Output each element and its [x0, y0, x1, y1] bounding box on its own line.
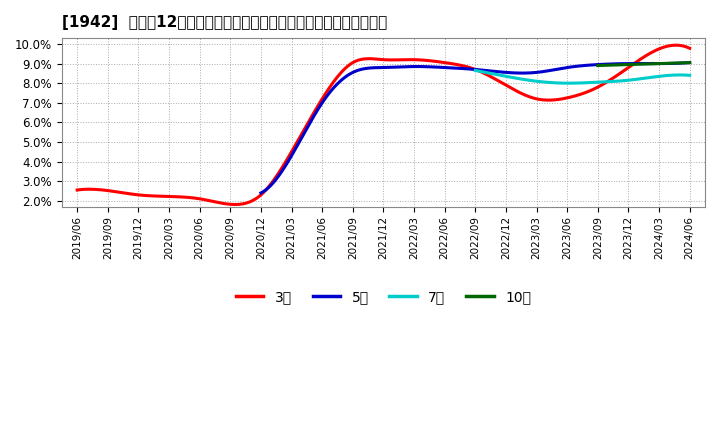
7年 [598, 79, 607, 84]
7年 [564, 81, 573, 86]
10年 [648, 61, 657, 66]
3年 [439, 60, 448, 65]
Line: 7年: 7年 [475, 70, 690, 83]
Text: [1942]  売上高12か月移動合計の対前年同期増減率の標準偏差の推移: [1942] 売上高12か月移動合計の対前年同期増減率の標準偏差の推移 [62, 15, 387, 30]
7年 [666, 73, 675, 78]
7年 [472, 68, 480, 73]
Legend: 3年, 5年, 7年, 10年: 3年, 5年, 7年, 10年 [230, 284, 536, 309]
5年 [258, 190, 266, 195]
3年 [671, 43, 680, 48]
10年 [593, 63, 602, 68]
7年 [685, 73, 694, 78]
5年 [618, 61, 626, 66]
Line: 5年: 5年 [261, 62, 690, 193]
3年 [230, 202, 239, 207]
Line: 3年: 3年 [77, 45, 690, 205]
3年 [438, 59, 446, 65]
10年 [649, 61, 658, 66]
7年 [471, 68, 480, 73]
5年 [685, 60, 694, 65]
10年 [677, 60, 685, 66]
10年 [648, 61, 657, 66]
7年 [652, 74, 661, 79]
5年 [645, 61, 654, 66]
3年 [73, 187, 81, 193]
5年 [510, 70, 519, 76]
5年 [256, 190, 265, 195]
3年 [75, 187, 84, 192]
7年 [599, 79, 608, 84]
3年 [450, 62, 459, 67]
3年 [630, 61, 639, 66]
5年 [519, 70, 528, 76]
Line: 10年: 10年 [598, 62, 690, 66]
5年 [512, 70, 521, 76]
3年 [591, 86, 600, 91]
7年 [603, 79, 611, 84]
3年 [685, 46, 694, 51]
10年 [685, 60, 694, 65]
10年 [594, 63, 603, 68]
10年 [671, 60, 680, 66]
